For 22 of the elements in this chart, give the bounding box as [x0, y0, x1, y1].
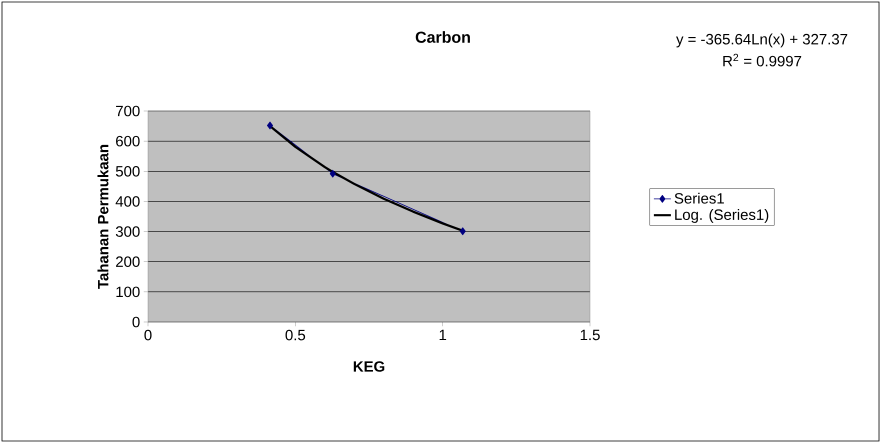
- y-tick-label: 300: [116, 226, 140, 237]
- y-tick-label: 700: [116, 106, 140, 116]
- y-tick-label: 200: [116, 256, 140, 267]
- y-tick-label: 400: [116, 196, 140, 207]
- point: [330, 170, 336, 178]
- point: [266, 122, 274, 130]
- x-tick-label: 1.5: [580, 330, 600, 340]
- y-tick-label: 500: [116, 166, 140, 177]
- x-tick-label: 1: [440, 330, 446, 340]
- x-tick-label: 0.5: [286, 330, 306, 340]
- text: R$^{2}$ = 0.9997: [723, 54, 802, 66]
- y-tick-label: 0: [132, 316, 140, 328]
- text: y = -365.64Ln(x) + 327.37: [676, 34, 848, 48]
- legend-label: Series1: [674, 192, 724, 204]
- x-axis-title: KEG: [354, 361, 384, 372]
- x-tick-label: 0: [144, 330, 152, 340]
- y-tick-label: 600: [116, 136, 140, 146]
- point: [460, 227, 466, 236]
- y-axis-title: Tahanan Permukaan: [97, 144, 108, 289]
- legend-label: Log. (Series1): [675, 209, 768, 223]
- y-tick-label: 100: [116, 286, 140, 298]
- chart-title: Carbon: [416, 31, 470, 43]
